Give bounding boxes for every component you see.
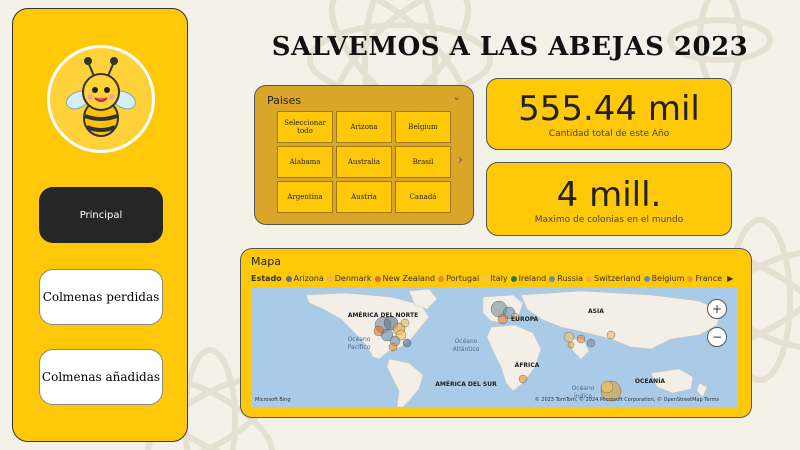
zoom-out-button[interactable]: − xyxy=(707,327,727,347)
map-bubble[interactable] xyxy=(497,313,509,325)
map-bubble[interactable] xyxy=(373,325,385,337)
legend-item[interactable]: New Zealand xyxy=(374,274,436,283)
page-title: SALVEMOS A LAS ABEJAS 2023 xyxy=(271,32,749,62)
map-label-pacific-2: Pacífico xyxy=(348,344,371,351)
sidebar: Principal Colmenas perdidas Colmenas aña… xyxy=(12,8,188,442)
legend-title: Estado xyxy=(251,274,282,283)
legend-label: France xyxy=(695,274,723,283)
map-bubble[interactable] xyxy=(576,334,586,344)
chevron-down-icon[interactable]: ⌄ xyxy=(452,92,461,103)
kpi-value: 555.44 mil xyxy=(518,89,700,129)
nav-colmenas-anadidas-button[interactable]: Colmenas añadidas xyxy=(39,349,163,405)
map-legend: Estado Arizona Denmark New Zealand Portugal… xyxy=(251,274,733,283)
map-title: Mapa xyxy=(251,255,281,268)
map-label-south-america: AMÉRICA DEL SUR xyxy=(435,380,497,388)
logo xyxy=(47,45,155,153)
legend-dot-icon xyxy=(643,275,650,282)
map-label-indian-2: Índico xyxy=(574,393,592,400)
legend-dot-icon xyxy=(586,275,592,282)
slicer-item[interactable]: Arizona xyxy=(336,111,392,143)
chevron-right-icon[interactable]: › xyxy=(457,152,463,168)
map-bubble[interactable] xyxy=(563,331,575,343)
legend-label: Russia xyxy=(557,274,583,283)
legend-label: Italy xyxy=(490,274,508,283)
legend-item[interactable]: Ireland xyxy=(510,274,547,283)
legend-item[interactable]: Switzerland xyxy=(586,274,641,283)
legend-dot-icon xyxy=(285,275,292,282)
slicer-title: Paises xyxy=(267,94,302,107)
kpi-value: 4 mill. xyxy=(556,175,662,215)
legend-label: Switzerland xyxy=(594,274,641,283)
map-credits[interactable]: © 2023 TomTom, © 2024 Microsoft Corporat… xyxy=(534,397,719,403)
legend-label: New Zealand xyxy=(382,274,436,283)
legend-item[interactable]: Russia xyxy=(549,274,583,283)
kpi-card-total: 555.44 mil Cantidad total de este Año xyxy=(486,78,732,150)
legend-dot-icon xyxy=(510,275,517,282)
map-label-north-america: AMÉRICA DEL NORTE xyxy=(348,311,418,319)
legend-dot-icon xyxy=(482,275,489,282)
legend-label: Ireland xyxy=(518,274,547,283)
slicer-item[interactable]: Alabama xyxy=(277,146,333,178)
legend-label: Belgium xyxy=(651,274,685,283)
map-bubble[interactable] xyxy=(510,312,520,322)
nav-colmenas-perdidas-button[interactable]: Colmenas perdidas xyxy=(39,269,163,325)
zoom-in-button[interactable]: + xyxy=(707,299,727,319)
microsoft-bing-logo: Microsoft Bing xyxy=(255,397,291,403)
legend-dot-icon xyxy=(326,275,333,282)
legend-item[interactable]: Belgium xyxy=(643,274,685,283)
kpi-card-maximo: 4 mill. Maximo de colonias en el mundo xyxy=(486,162,732,236)
map-bubble[interactable] xyxy=(606,330,616,340)
map-label-europe: EUROPA xyxy=(511,316,539,323)
map-bubble[interactable] xyxy=(400,318,410,328)
slicer-item[interactable]: Seleccionar todo xyxy=(277,111,333,143)
map-label-indian-1: Océano xyxy=(572,385,595,392)
legend-item[interactable]: France xyxy=(687,274,722,283)
map-bubble[interactable] xyxy=(567,341,575,349)
legend-item[interactable]: Denmark xyxy=(326,274,372,283)
map-label-atlantic-1: Océano xyxy=(455,338,478,345)
legend-label: Denmark xyxy=(334,274,372,283)
map-label-pacific-1: Océano xyxy=(348,336,371,343)
map-label-atlantic-2: Atlántico xyxy=(453,346,480,353)
legend-dot-icon xyxy=(374,275,381,282)
legend-item[interactable]: Italy xyxy=(482,274,508,283)
map-bubble[interactable] xyxy=(518,374,528,384)
slicer-item[interactable]: Brasil xyxy=(395,146,451,178)
nav-principal-button[interactable]: Principal xyxy=(39,187,163,243)
kpi-label: Maximo de colonias en el mundo xyxy=(534,215,684,225)
legend-next-icon[interactable]: ▶ xyxy=(727,274,734,283)
legend-dot-icon xyxy=(549,275,556,282)
map-label-asia: ASIA xyxy=(588,308,604,315)
kpi-label: Cantidad total de este Año xyxy=(548,129,670,139)
bee-mascot-icon xyxy=(66,57,136,137)
map-bubble[interactable] xyxy=(388,342,398,352)
world-map[interactable]: AMÉRICA DEL NORTE EUROPA ASIA Océano Pac… xyxy=(251,287,737,407)
legend-label: Portugal xyxy=(446,274,480,283)
map-label-africa: ÁFRICA xyxy=(515,362,540,369)
paises-slicer: Paises ⌄ Seleccionar todo Arizona Belgiu… xyxy=(254,85,474,225)
legend-label: Arizona xyxy=(293,274,324,283)
slicer-item[interactable]: Canadá xyxy=(395,181,451,213)
map-bubble[interactable] xyxy=(402,338,412,348)
legend-dot-icon xyxy=(687,275,694,282)
map-canvas[interactable]: AMÉRICA DEL NORTE EUROPA ASIA Océano Pac… xyxy=(251,287,737,407)
map-card: Mapa Estado Arizona Denmark New Zealand Por… xyxy=(240,248,752,418)
slicer-item[interactable]: Belgium xyxy=(395,111,451,143)
map-bubble[interactable] xyxy=(600,380,614,394)
slicer-item[interactable]: Austria xyxy=(336,181,392,213)
legend-item[interactable]: Arizona xyxy=(285,274,324,283)
map-label-oceania: OCEANÍA xyxy=(635,377,666,385)
map-bubble[interactable] xyxy=(586,338,596,348)
slicer-item[interactable]: Argentina xyxy=(277,181,333,213)
legend-item[interactable]: Portugal xyxy=(438,274,479,283)
slicer-item[interactable]: Australia xyxy=(336,146,392,178)
legend-dot-icon xyxy=(438,275,445,282)
